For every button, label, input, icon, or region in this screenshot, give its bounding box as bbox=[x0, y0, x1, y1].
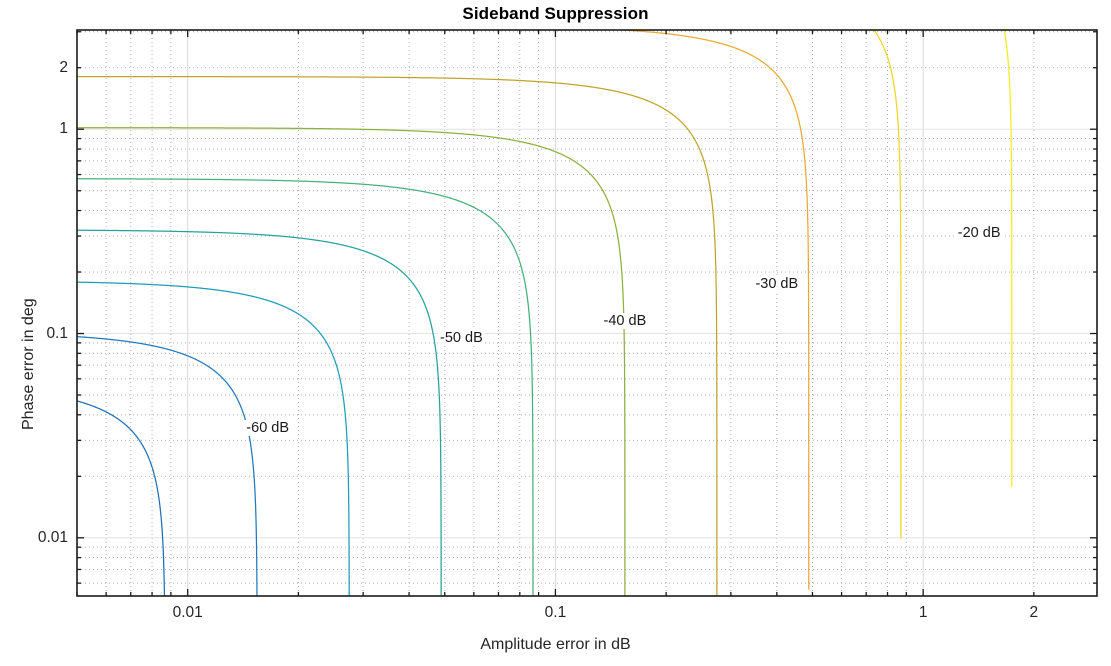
contour-line bbox=[77, 336, 258, 596]
contour-label: -40 dB bbox=[601, 313, 649, 330]
contour-label: -30 dB bbox=[753, 275, 801, 292]
y-tick-label: 1 bbox=[59, 120, 68, 138]
x-tick-label: 0.1 bbox=[544, 604, 567, 621]
page-title: Sideband Suppression bbox=[462, 4, 649, 23]
contour-lines bbox=[77, 30, 1013, 596]
contour-label: -50 dB bbox=[438, 329, 485, 346]
contour-label: -20 dB bbox=[955, 225, 1003, 242]
x-tick-label: 2 bbox=[1029, 604, 1039, 621]
x-tick-label: 0.01 bbox=[172, 604, 203, 621]
x-axis-label: Amplitude error in dB bbox=[480, 636, 631, 653]
contour-line bbox=[77, 229, 442, 596]
contour-line bbox=[873, 30, 902, 539]
y-axis-label: Phase error in deg bbox=[20, 298, 37, 430]
contour-line bbox=[77, 127, 626, 596]
plot-border bbox=[76, 29, 1098, 597]
contour-line bbox=[77, 400, 166, 596]
major-gridlines bbox=[77, 30, 1097, 596]
contour-line bbox=[611, 30, 810, 590]
y-tick-label: 0.01 bbox=[37, 528, 68, 546]
contour-line bbox=[77, 281, 350, 596]
y-tick-label: 2 bbox=[59, 58, 68, 76]
contour-line bbox=[1003, 30, 1013, 488]
plot-background bbox=[77, 30, 1097, 596]
contour-line bbox=[77, 178, 534, 596]
contour-label: -60 dB bbox=[244, 419, 292, 436]
y-tick-label: 0.1 bbox=[46, 324, 68, 342]
x-tick-label: 1 bbox=[918, 604, 928, 621]
contour-line bbox=[77, 75, 718, 596]
